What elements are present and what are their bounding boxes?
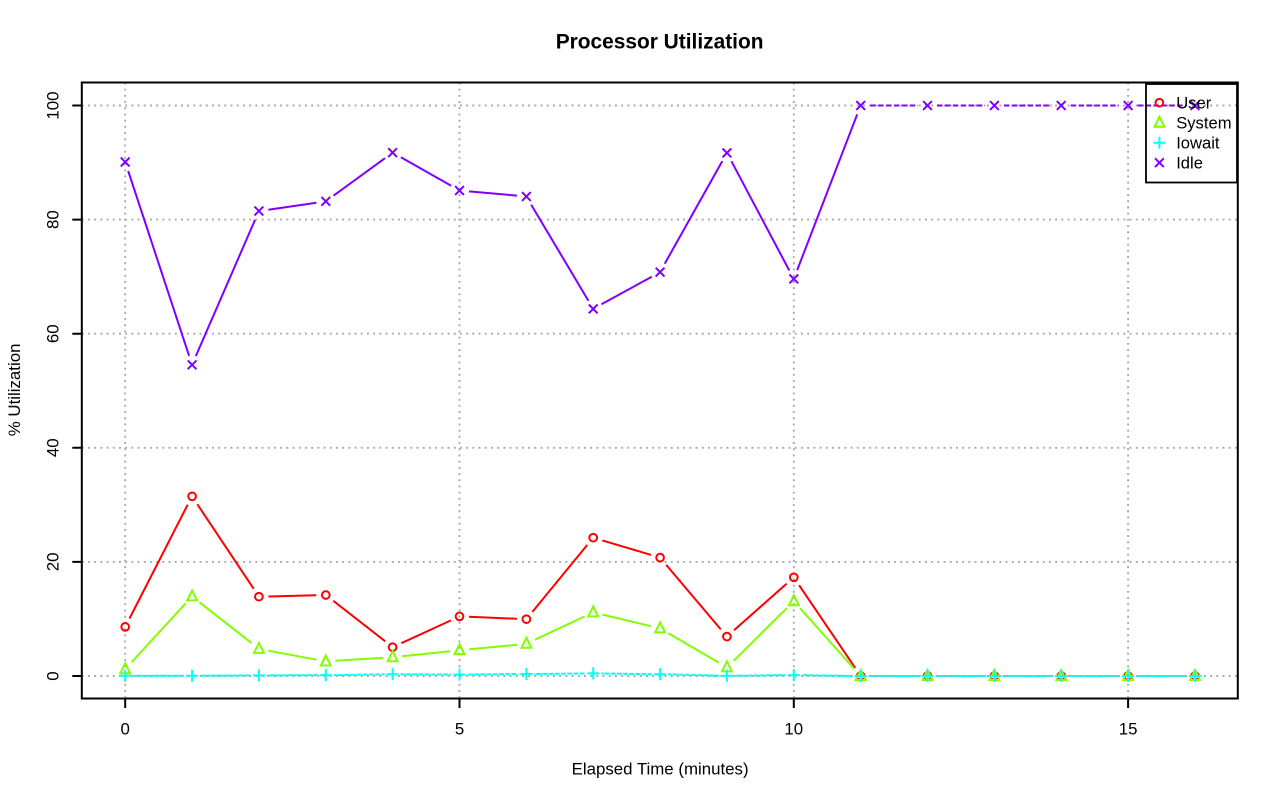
svg-text:5: 5 [455,720,464,739]
svg-text:Elapsed Time (minutes): Elapsed Time (minutes) [572,760,749,779]
svg-text:80: 80 [43,210,62,229]
svg-text:0: 0 [43,671,62,680]
svg-text:10: 10 [784,720,803,739]
svg-text:% Utilization: % Utilization [5,344,24,437]
svg-text:Idle: Idle [1176,154,1203,173]
svg-text:Iowait: Iowait [1176,134,1220,153]
svg-text:User: User [1176,94,1212,113]
svg-text:0: 0 [121,720,130,739]
svg-text:40: 40 [43,438,62,457]
svg-text:20: 20 [43,553,62,572]
svg-text:System: System [1176,114,1231,133]
svg-text:15: 15 [1119,720,1138,739]
svg-text:60: 60 [43,324,62,343]
svg-text:100: 100 [43,91,62,119]
svg-text:Processor Utilization: Processor Utilization [556,31,764,54]
